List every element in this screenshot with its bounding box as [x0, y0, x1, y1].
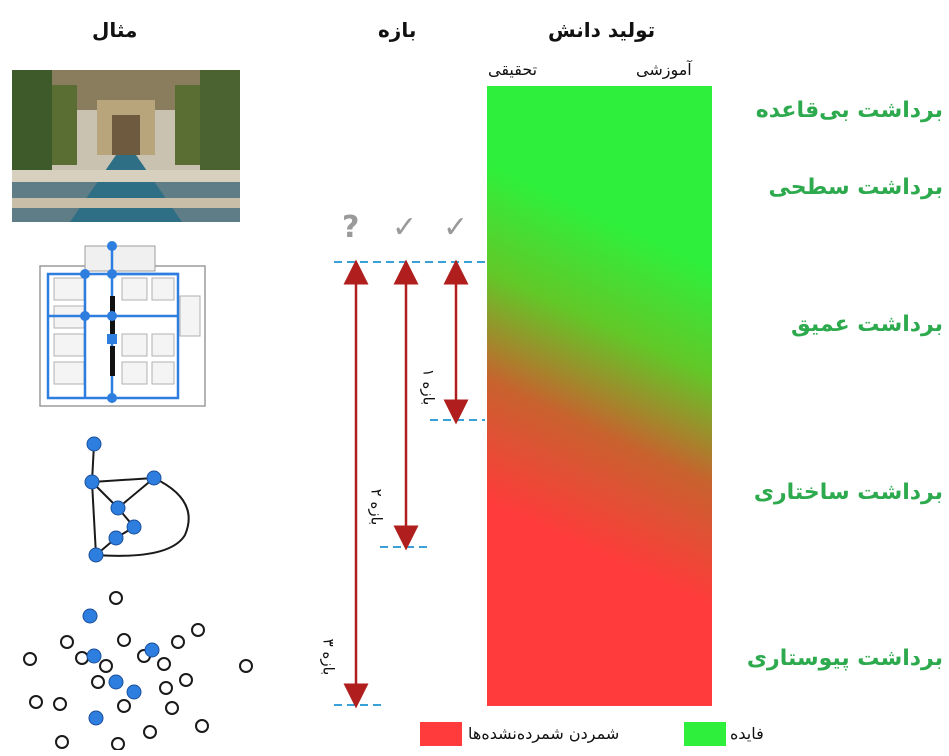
legend-red-swatch — [420, 722, 462, 746]
range-3-label: بازه ۳ — [319, 638, 338, 676]
educational-label: آموزشی — [636, 60, 692, 79]
example-header: مثال — [92, 18, 138, 42]
check-mark-icon: ✓ — [392, 210, 418, 245]
knowledge-header: تولید دانش — [548, 18, 656, 42]
range-arrows — [334, 259, 485, 709]
legend-cost-label: شمردن شمرده‌نشده‌ها — [468, 724, 620, 743]
floor-plan-graph — [30, 236, 220, 416]
level-structural: برداشت ساختاری — [753, 480, 943, 505]
question-mark: ? — [342, 210, 360, 245]
level-irregular: برداشت بی‌قاعده — [755, 98, 943, 123]
level-deep: برداشت عمیق — [791, 312, 943, 337]
range-header: بازه — [378, 18, 417, 42]
check-mark-icon: ✓ — [443, 210, 469, 245]
level-superficial: برداشت سطحی — [768, 175, 943, 200]
range-1-label: بازه ۱ — [419, 368, 438, 406]
research-label: تحقیقی — [488, 60, 538, 79]
knowledge-gradient — [487, 86, 712, 706]
legend-benefit-label: فایده — [730, 724, 764, 743]
scattered-nodes — [20, 584, 270, 751]
abstract-graph — [70, 430, 200, 570]
range-2-label: بازه ۲ — [367, 488, 386, 526]
level-continuum: برداشت پیوستاری — [746, 646, 943, 671]
garden-photo — [12, 70, 240, 222]
legend-green-swatch — [684, 722, 726, 746]
